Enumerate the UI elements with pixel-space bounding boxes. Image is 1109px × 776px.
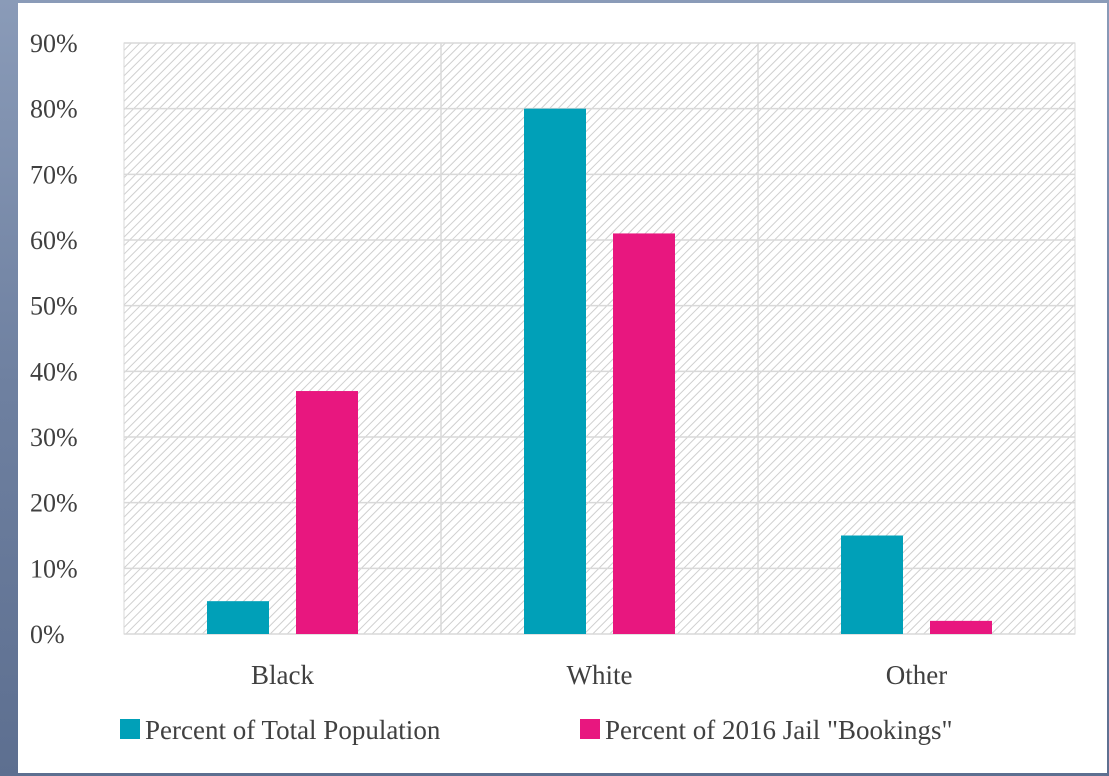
y-tick-label: 90%	[30, 29, 78, 58]
gridlines	[124, 42, 1075, 635]
y-tick-label: 50%	[30, 292, 78, 321]
bar-white-series-2	[613, 233, 675, 634]
bars	[207, 108, 992, 634]
bar-other-series-2	[930, 620, 992, 634]
legend-swatch	[580, 719, 600, 739]
y-tick-label: 40%	[30, 357, 78, 386]
legend-label: Percent of 2016 Jail "Bookings"	[605, 715, 953, 745]
y-axis-tick-labels: 0% 10% 20% 30% 40% 50% 60% 70% 80% 90%	[30, 29, 78, 649]
x-axis-category-labels: Black White Other	[251, 660, 947, 690]
y-tick-label: 10%	[30, 554, 78, 583]
legend-swatch	[120, 719, 140, 739]
bar-white-series-1	[524, 108, 586, 634]
y-tick-label: 0%	[30, 620, 65, 649]
y-tick-label: 70%	[30, 160, 78, 189]
bar-chart: 0% 10% 20% 30% 40% 50% 60% 70% 80% 90% Black White…	[30, 29, 1076, 745]
bar-black-series-1	[207, 601, 269, 634]
y-tick-label: 30%	[30, 423, 78, 452]
category-label: Other	[886, 660, 947, 690]
y-tick-label: 60%	[30, 226, 78, 255]
legend: Percent of Total Population Percent of 20…	[120, 715, 953, 745]
bar-other-series-1	[841, 535, 903, 634]
legend-label: Percent of Total Population	[145, 715, 441, 745]
bar-black-series-2	[296, 391, 358, 634]
y-tick-label: 20%	[30, 489, 78, 518]
category-label: White	[567, 660, 633, 690]
y-tick-label: 80%	[30, 95, 78, 124]
plot-area	[123, 42, 1076, 635]
chart-card: 0% 10% 20% 30% 40% 50% 60% 70% 80% 90% Black White…	[18, 3, 1107, 773]
category-label: Black	[251, 660, 314, 690]
